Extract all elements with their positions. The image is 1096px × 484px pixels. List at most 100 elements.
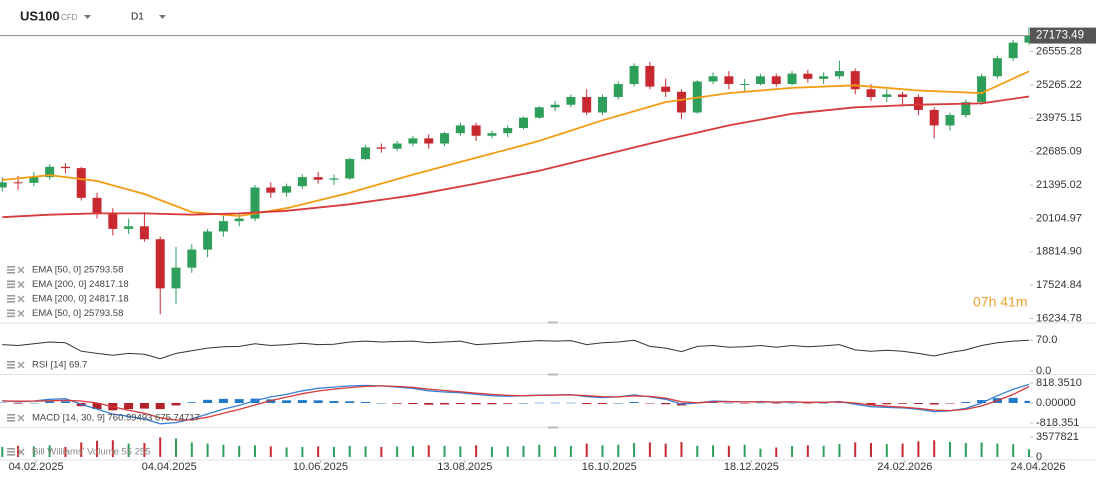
candle-body: [503, 128, 513, 134]
legend-menu-icon: [7, 315, 15, 318]
legend-close-icon: [17, 310, 25, 317]
indicator-legend: RSI [14] 69.7: [32, 360, 87, 371]
candle-body: [408, 138, 418, 144]
macd-histogram-bar: [29, 402, 39, 404]
timeframe-dropdown[interactable]: [159, 15, 166, 19]
volume-bar: [522, 445, 525, 457]
candle-body: [124, 226, 134, 229]
candle-body: [424, 138, 434, 144]
macd-histogram-bar: [755, 402, 765, 404]
candle-body: [471, 125, 481, 136]
macd-histogram-bar: [376, 403, 386, 404]
volume-bar: [980, 442, 983, 457]
volume-bar: [380, 446, 383, 457]
y-tick-label: 17524.84: [1036, 279, 1082, 291]
legend-menu-icon: [7, 420, 15, 422]
candle-body: [187, 249, 197, 268]
macd-histogram-bar: [534, 402, 544, 404]
legend-menu-icon: [7, 266, 15, 268]
candle-body: [329, 178, 339, 180]
legend-menu-icon: [7, 280, 15, 283]
plot-area: [0, 27, 1030, 457]
x-tick-label: 18.12.2025: [724, 461, 779, 473]
macd-histogram-bar: [503, 403, 513, 404]
volume-bar: [332, 446, 335, 457]
legend-close-icon: [17, 266, 25, 274]
legend-menu-icon: [7, 414, 15, 416]
volume-bar: [490, 446, 493, 457]
y-tick-label: 21395.02: [1036, 179, 1082, 191]
legend-menu-icon: [7, 364, 15, 366]
macd-histogram-bar: [550, 402, 560, 404]
candle-body: [0, 182, 7, 188]
y-tick-label: -818.351: [1036, 417, 1079, 429]
candle-body: [787, 73, 797, 85]
y-tick-label: 16234.78: [1036, 312, 1082, 324]
macd-histogram-bar: [329, 401, 339, 404]
legend-menu-icon: [7, 451, 15, 453]
volume-bar: [127, 443, 130, 457]
macd-histogram-bar: [597, 403, 607, 404]
macd-histogram-bar: [803, 403, 813, 404]
macd-histogram-bar: [171, 403, 181, 406]
macd-histogram-bar: [1008, 397, 1018, 404]
candle-body: [645, 65, 655, 87]
symbol[interactable]: US100: [20, 8, 60, 23]
legend-entry: EMA [200, 0] 24817.18: [32, 279, 129, 290]
macd-histogram-bar: [139, 403, 149, 409]
candle-body: [455, 125, 465, 134]
candle-body: [266, 187, 276, 193]
y-tick-label: 20104.97: [1036, 212, 1082, 224]
legend-menu-icon: [7, 309, 15, 312]
macd-histogram-bar: [929, 403, 939, 405]
candle-body: [992, 58, 1002, 77]
x-tick-label: 04.04.2025: [142, 461, 197, 473]
macd-histogram-bar: [455, 403, 465, 404]
candle-body: [92, 197, 102, 214]
legend-menu-icon: [7, 269, 15, 271]
indicator-legend: Bill Williams' Volume 55 255: [32, 447, 151, 458]
volume-bar: [269, 446, 272, 457]
timeframe[interactable]: D1: [131, 12, 144, 23]
candle-body: [819, 76, 829, 79]
volume-bar: [775, 447, 778, 457]
volume-bar: [854, 442, 857, 457]
candle-body: [771, 76, 781, 85]
macd-histogram-bar: [345, 401, 355, 404]
candle-body: [898, 94, 908, 97]
panel-resize-handle[interactable]: [548, 373, 558, 376]
legend-entry: EMA [200, 0] 24817.18: [32, 294, 129, 305]
volume-bar: [948, 441, 951, 457]
volume-bar: [743, 444, 746, 457]
rsi-line: [2, 339, 1030, 360]
candle-body: [297, 177, 307, 187]
macd-histogram-bar: [218, 398, 228, 404]
candle-body: [961, 102, 971, 116]
panel-resize-handle[interactable]: [548, 426, 558, 429]
candle-body: [929, 109, 939, 126]
legend-entry: EMA [50, 0] 25793.58: [32, 308, 123, 319]
legend-menu-icon: [7, 295, 15, 297]
candle-body: [155, 239, 165, 289]
candle-body: [629, 65, 639, 85]
volume-bar: [617, 444, 620, 457]
macd-histogram-bar: [834, 402, 844, 404]
macd-line: [2, 385, 1030, 421]
candle-body: [392, 143, 402, 149]
legend-close-icon: [17, 281, 25, 288]
legend-close-icon: [17, 414, 25, 422]
macd-histogram-bar: [124, 403, 134, 410]
symbol-dropdown[interactable]: [84, 15, 91, 19]
candle-body: [708, 76, 718, 82]
candle-body: [740, 84, 750, 86]
volume-bar: [285, 447, 288, 457]
macd-histogram-bar: [0, 402, 7, 404]
panel-resize-handle[interactable]: [548, 321, 558, 324]
candle-body: [13, 182, 23, 184]
macd-histogram-bar: [566, 402, 576, 404]
candle-countdown: 07h 41m: [973, 294, 1027, 310]
volume-bar: [759, 448, 762, 457]
macd-histogram-bar: [471, 403, 481, 405]
candle-body: [977, 76, 987, 103]
